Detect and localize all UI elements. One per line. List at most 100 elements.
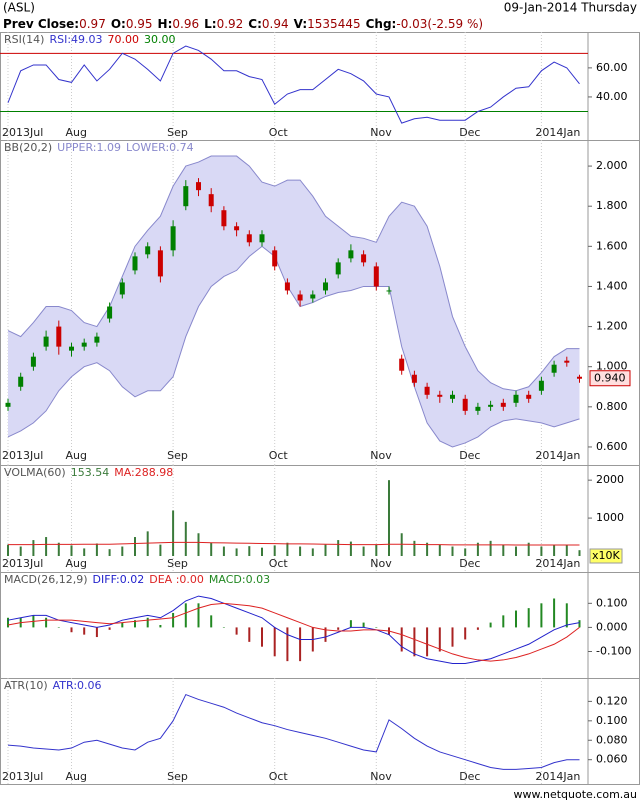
x-tick-label: Nov	[370, 449, 392, 462]
bar	[553, 544, 556, 556]
y-tick-label: 2000	[596, 473, 624, 486]
series-line	[7, 595, 580, 665]
unit-label: x10K	[592, 549, 621, 562]
x-tick-label: 2014Jan	[535, 770, 580, 783]
date: 09-Jan-2014 Thursday	[504, 1, 637, 15]
legend-label: 70.00	[108, 33, 140, 46]
bar	[57, 627, 60, 628]
bar	[184, 603, 187, 628]
bar	[349, 620, 352, 628]
candle-body	[81, 342, 87, 347]
bar	[426, 542, 429, 556]
bar	[235, 548, 238, 556]
x-tick-label: Aug	[66, 557, 87, 570]
candle-body	[208, 194, 214, 207]
candle-body	[475, 406, 481, 411]
candle-body	[450, 394, 455, 399]
bar	[197, 603, 200, 628]
bar	[438, 544, 441, 556]
bar	[70, 627, 73, 633]
bar	[476, 542, 479, 556]
bar	[464, 627, 467, 640]
candle-body	[221, 210, 227, 227]
quote-value: 0.92	[217, 17, 244, 31]
bar	[578, 550, 581, 556]
bar	[95, 627, 98, 638]
candle-body	[373, 266, 379, 287]
quote-value: 0.94	[262, 17, 289, 31]
bar	[172, 510, 175, 556]
candle-body	[170, 226, 176, 251]
bar	[146, 531, 149, 556]
bar	[261, 547, 263, 556]
candle-body	[157, 250, 163, 277]
bar	[134, 620, 136, 628]
bar	[261, 627, 263, 647]
candle-body	[538, 380, 544, 391]
bar	[108, 549, 111, 556]
bar	[426, 627, 429, 657]
y-tick-label: 1000	[596, 511, 624, 524]
candle-body	[564, 360, 570, 363]
bar	[476, 627, 479, 630]
bar	[400, 627, 403, 652]
y-tick-label: 0.120	[596, 694, 628, 707]
legend-label: DEA :0.00	[149, 573, 204, 586]
bar	[362, 622, 365, 628]
bar	[464, 548, 467, 556]
legend-label: 30.00	[144, 33, 176, 46]
panel-frame	[0, 678, 640, 785]
bar	[451, 627, 454, 647]
candle-body	[145, 246, 151, 255]
legend-label: ATR:0.06	[53, 679, 102, 692]
bar	[413, 627, 416, 657]
last-price-box	[589, 370, 631, 387]
candle-body	[310, 294, 316, 299]
x-tick-label: 2013Jul	[2, 557, 43, 570]
x-tick-label: Dec	[459, 449, 480, 462]
candle-body	[411, 374, 417, 383]
quote-value: 0.97	[79, 17, 106, 31]
quote-label: V:	[294, 17, 308, 31]
y-tick-label: 1.800	[596, 199, 628, 212]
bar	[565, 545, 568, 556]
x-tick-label: Sep	[167, 126, 188, 139]
bar	[184, 521, 187, 556]
bar	[349, 541, 352, 556]
unit-box	[589, 548, 623, 564]
quote-value: 0.95	[126, 17, 153, 31]
candle-body	[462, 398, 468, 411]
bar	[7, 617, 9, 628]
bar	[248, 627, 251, 642]
candle-body	[500, 402, 506, 407]
candle-body	[335, 262, 341, 275]
series-line	[7, 155, 580, 392]
legend-label: MACD:0.03	[209, 573, 270, 586]
bar	[32, 540, 35, 556]
x-tick-label: Oct	[269, 449, 289, 462]
quote-label: O:	[111, 17, 126, 31]
y-tick-label: 2.000	[596, 159, 628, 172]
y-tick-label: 0.080	[596, 733, 628, 746]
bar	[121, 622, 124, 628]
footer: www.netquote.com.au	[514, 788, 638, 801]
bar	[57, 542, 60, 556]
legend-label: RSI:49.03	[49, 33, 102, 46]
bar	[121, 546, 124, 556]
bar	[273, 627, 276, 657]
legend-label: DIFF:0.02	[93, 573, 145, 586]
bar	[375, 627, 378, 628]
series-line	[7, 245, 580, 448]
x-tick-label: Dec	[459, 557, 480, 570]
quote-label: Prev Close:	[3, 17, 79, 31]
series-line	[7, 602, 580, 662]
bar	[172, 612, 175, 628]
candle-body	[43, 336, 49, 347]
bar	[438, 627, 441, 652]
quote-value: -0.03(-2.59 %)	[396, 17, 483, 31]
bar	[210, 542, 213, 556]
candle-body	[272, 250, 278, 267]
series-line	[7, 45, 580, 124]
x-tick-label: 2013Jul	[2, 770, 43, 783]
bar	[502, 615, 505, 628]
